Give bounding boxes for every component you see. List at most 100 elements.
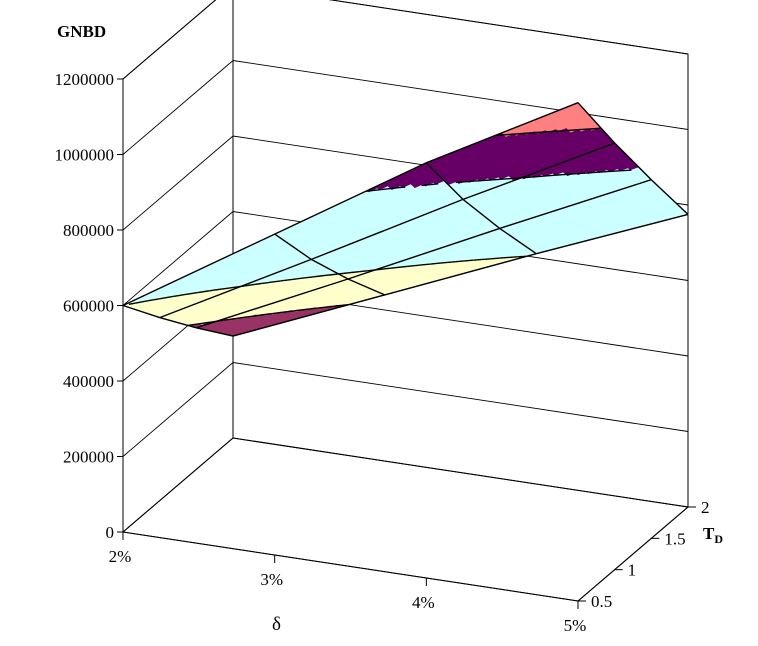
contour-line	[221, 287, 227, 290]
contour-line	[367, 269, 373, 272]
contour-line	[191, 291, 198, 295]
contour-line	[397, 186, 403, 189]
contour-line	[440, 261, 448, 264]
contour-line	[165, 295, 173, 299]
mesh-line-y	[196, 179, 652, 329]
contour-line	[504, 133, 514, 136]
contour-line	[550, 130, 559, 133]
contour-line	[383, 267, 391, 270]
contour-line	[195, 322, 201, 326]
x-axis-line	[122, 531, 579, 602]
contour-line	[367, 189, 374, 192]
contour-line	[275, 280, 281, 283]
contour-line	[153, 298, 160, 301]
contour-line	[381, 188, 390, 191]
y-axis-title-main: T	[703, 524, 715, 543]
contour-line	[473, 258, 482, 261]
contour-line	[205, 290, 210, 293]
z-tick-label: 0	[106, 523, 115, 542]
contour-line	[243, 316, 248, 319]
contour-line	[229, 317, 236, 321]
contour-line	[259, 313, 266, 316]
contour-line	[294, 309, 303, 312]
x-tick-label: 2%	[109, 547, 132, 566]
contour-line	[247, 283, 255, 287]
contour-line	[320, 274, 328, 277]
contour-line	[343, 271, 351, 275]
contour-line	[265, 313, 272, 316]
contour-line	[501, 177, 512, 180]
z-tick-label: 600000	[63, 297, 114, 316]
z-tick-label: 200000	[63, 448, 114, 467]
x-axis-title: δ	[272, 614, 281, 635]
mesh-line-y	[122, 102, 579, 307]
contour-line	[464, 259, 474, 262]
contour-line	[292, 278, 298, 281]
contour-line	[212, 288, 220, 292]
contour-line	[140, 300, 148, 303]
mesh-line-x	[274, 233, 385, 296]
contour-line	[315, 275, 321, 278]
contour-line	[185, 292, 193, 296]
x-tick-label: 3%	[260, 570, 283, 589]
floor	[121, 437, 690, 602]
mesh-line-x	[577, 102, 689, 215]
y-tick-label: 2	[701, 498, 710, 517]
contour-line	[351, 270, 360, 274]
contour-line	[514, 132, 523, 135]
z-tick-label: 400000	[63, 372, 114, 391]
contour-line	[135, 301, 142, 304]
x-tick-label: 5%	[564, 616, 587, 635]
contour-line	[287, 310, 295, 313]
contour-line	[178, 293, 186, 297]
contour-line	[173, 294, 179, 298]
z-tick-label: 1200000	[55, 70, 115, 89]
contour-line	[429, 183, 436, 186]
z-axis-title: GNBD	[57, 22, 106, 41]
contour-line	[257, 282, 262, 285]
contour-line	[492, 178, 501, 181]
contour-line	[282, 310, 288, 313]
contour-line	[261, 281, 269, 285]
mesh-line-x	[122, 304, 234, 337]
mesh-line-y	[159, 142, 615, 319]
contour-line	[305, 276, 313, 279]
contour-line	[569, 128, 579, 131]
contour-line	[556, 173, 566, 176]
contour-line	[309, 307, 318, 310]
y-tick-label: 1	[628, 561, 637, 580]
contour-line	[148, 299, 154, 302]
contour-line	[361, 270, 368, 273]
contour-line	[198, 290, 206, 294]
contour-line	[547, 174, 556, 177]
y-axis-title-subscript: D	[714, 532, 723, 546]
contour-line	[250, 314, 259, 318]
y-tick-label: 1.5	[664, 529, 685, 548]
contour-line	[373, 189, 380, 192]
contour-line	[508, 256, 518, 259]
mesh-line-x	[425, 162, 537, 255]
contour-line	[430, 262, 440, 265]
x-tick-label: 4%	[412, 593, 435, 612]
contour-line	[223, 318, 231, 321]
contour-line	[390, 266, 396, 269]
y-tick-label: 0.5	[591, 592, 612, 611]
gridline	[122, 0, 689, 80]
contour-line	[424, 183, 430, 186]
contour-line	[455, 260, 463, 263]
mesh-line-y	[232, 213, 689, 337]
contour-line	[297, 277, 305, 280]
contour-line	[457, 181, 466, 184]
contour-line	[317, 306, 326, 309]
contour-line	[422, 263, 430, 266]
surface-plot	[122, 102, 689, 337]
contour-line	[268, 280, 277, 284]
contour-line	[565, 173, 575, 176]
contour-line	[579, 128, 589, 131]
y-axis-line	[577, 506, 689, 602]
contour-line	[283, 278, 291, 282]
contour-line	[398, 265, 407, 269]
z-tick-label: 800000	[63, 221, 114, 240]
contour-line	[128, 302, 136, 306]
